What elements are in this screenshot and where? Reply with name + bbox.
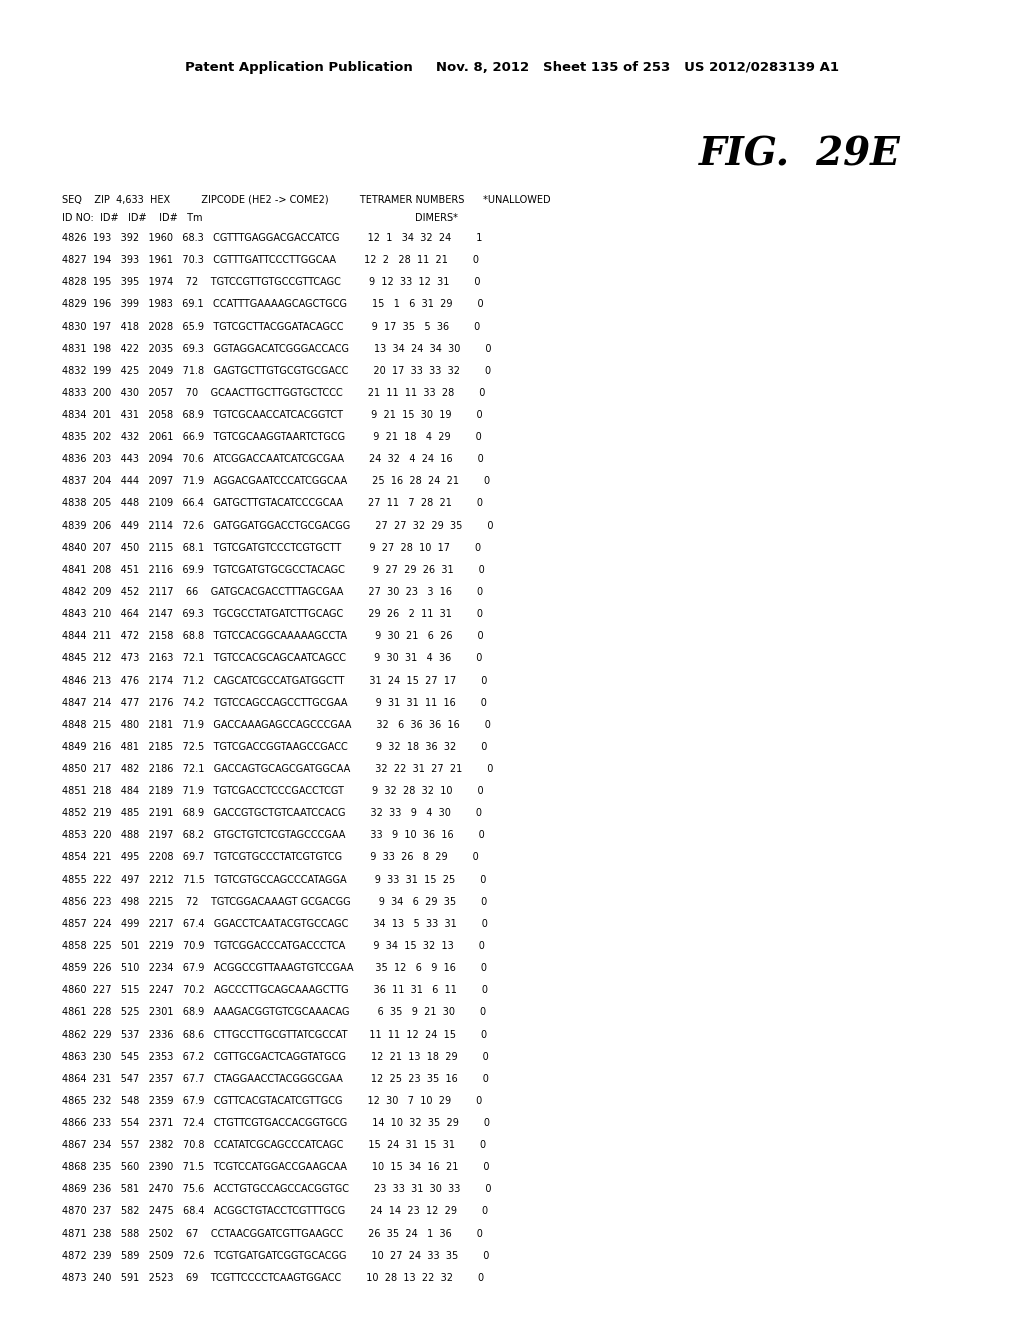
Text: 4831  198   422   2035   69.3   GGTAGGACATCGGGACCACG        13  34  24  34  30  : 4831 198 422 2035 69.3 GGTAGGACATCGGGACC… <box>62 343 492 354</box>
Text: 4848  215   480   2181   71.9   GACCAAAGAGCCAGCCCGAA        32   6  36  36  16  : 4848 215 480 2181 71.9 GACCAAAGAGCCAGCCC… <box>62 719 490 730</box>
Text: 4863  230   545   2353   67.2   CGTTGCGACTCAGGTATGCG        12  21  13  18  29  : 4863 230 545 2353 67.2 CGTTGCGACTCAGGTAT… <box>62 1052 488 1061</box>
Text: 4832  199   425   2049   71.8   GAGTGCTTGTGCGTGCGACC        20  17  33  33  32  : 4832 199 425 2049 71.8 GAGTGCTTGTGCGTGCG… <box>62 366 492 376</box>
Text: 4866  233   554   2371   72.4   CTGTTCGTGACCACGGTGCG        14  10  32  35  29  : 4866 233 554 2371 72.4 CTGTTCGTGACCACGGT… <box>62 1118 490 1129</box>
Text: 4843  210   464   2147   69.3   TGCGCCTATGATCTTGCAGC        29  26   2  11  31  : 4843 210 464 2147 69.3 TGCGCCTATGATCTTGC… <box>62 609 483 619</box>
Text: 4829  196   399   1983   69.1   CCATTTGAAAAGCAGCTGCG        15   1   6  31  29  : 4829 196 399 1983 69.1 CCATTTGAAAAGCAGCT… <box>62 300 483 309</box>
Text: 4864  231   547   2357   67.7   CTAGGAACCTACGGGCGAA         12  25  23  35  16  : 4864 231 547 2357 67.7 CTAGGAACCTACGGGCG… <box>62 1073 488 1084</box>
Text: 4839  206   449   2114   72.6   GATGGATGGACCTGCGACGG        27  27  32  29  35  : 4839 206 449 2114 72.6 GATGGATGGACCTGCGA… <box>62 520 494 531</box>
Text: SEQ    ZIP  4,633  HEX          ZIPCODE (HE2 -> COME2)          TETRAMER NUMBERS: SEQ ZIP 4,633 HEX ZIPCODE (HE2 -> COME2)… <box>62 195 551 205</box>
Text: 4836  203   443   2094   70.6   ATCGGACCAATCATCGCGAA        24  32   4  24  16  : 4836 203 443 2094 70.6 ATCGGACCAATCATCGC… <box>62 454 483 465</box>
Text: 4834  201   431   2058   68.9   TGTCGCAACCATCACGGTCT         9  21  15  30  19  : 4834 201 431 2058 68.9 TGTCGCAACCATCACGG… <box>62 411 482 420</box>
Text: 4852  219   485   2191   68.9   GACCGTGCTGTCAATCCACG        32  33   9   4  30  : 4852 219 485 2191 68.9 GACCGTGCTGTCAATCC… <box>62 808 482 818</box>
Text: 4847  214   477   2176   74.2   TGTCCAGCCAGCCTTGCGAA         9  31  31  11  16  : 4847 214 477 2176 74.2 TGTCCAGCCAGCCTTGC… <box>62 698 486 708</box>
Text: 4837  204   444   2097   71.9   AGGACGAATCCCATCGGCAA        25  16  28  24  21  : 4837 204 444 2097 71.9 AGGACGAATCCCATCGG… <box>62 477 490 486</box>
Text: 4856  223   498   2215    72    TGTCGGACAAAGT GCGACGG         9  34   6  29  35 : 4856 223 498 2215 72 TGTCGGACAAAGT GCGAC… <box>62 896 487 907</box>
Text: 4858  225   501   2219   70.9   TGTCGGACCCATGACCCTCA         9  34  15  32  13  : 4858 225 501 2219 70.9 TGTCGGACCCATGACCC… <box>62 941 485 950</box>
Text: 4828  195   395   1974    72    TGTCCGTTGTGCCGTTCAGC         9  12  33  12  31  : 4828 195 395 1974 72 TGTCCGTTGTGCCGTTCAG… <box>62 277 480 288</box>
Text: 4830  197   418   2028   65.9   TGTCGCTTACGGATACAGCC         9  17  35   5  36  : 4830 197 418 2028 65.9 TGTCGCTTACGGATACA… <box>62 322 480 331</box>
Text: 4849  216   481   2185   72.5   TGTCGACCGGTAAGCCGACC         9  32  18  36  32  : 4849 216 481 2185 72.5 TGTCGACCGGTAAGCCG… <box>62 742 487 752</box>
Text: 4867  234   557   2382   70.8   CCATATCGCAGCCCATCAGC        15  24  31  15  31  : 4867 234 557 2382 70.8 CCATATCGCAGCCCATC… <box>62 1140 486 1150</box>
Text: 4859  226   510   2234   67.9   ACGGCCGTTAAАGTGTCCGAA       35  12   6   9  16  : 4859 226 510 2234 67.9 ACGGCCGTTAAАGTGTC… <box>62 964 487 973</box>
Text: 4840  207   450   2115   68.1   TGTCGATGTCCCTCGTGCTT         9  27  28  10  17  : 4840 207 450 2115 68.1 TGTCGATGTCCCTCGTG… <box>62 543 481 553</box>
Text: 4827  194   393   1961   70.3   CGTTTGATTCCCTTGGCAA         12  2   28  11  21  : 4827 194 393 1961 70.3 CGTTTGATTCCCTTGGC… <box>62 255 479 265</box>
Text: 4846  213   476   2174   71.2   CAGCATCGCCATGATGGCTT        31  24  15  27  17  : 4846 213 476 2174 71.2 CAGCATCGCCATGATGG… <box>62 676 487 685</box>
Text: FIG.  29E: FIG. 29E <box>699 136 901 174</box>
Text: 4833  200   430   2057    70    GCAACTTGCTTGGTGCTCCC        21  11  11  33  28  : 4833 200 430 2057 70 GCAACTTGCTTGGTGCTCC… <box>62 388 485 397</box>
Text: 4838  205   448   2109   66.4   GATGCTTGTACATCCCGCAA        27  11   7  28  21  : 4838 205 448 2109 66.4 GATGCTTGTACATCCCG… <box>62 499 483 508</box>
Text: 4850  217   482   2186   72.1   GACCAGTGCAGCGATGGCAA        32  22  31  27  21  : 4850 217 482 2186 72.1 GACCAGTGCAGCGATGG… <box>62 764 494 774</box>
Text: 4862  229   537   2336   68.6   CTTGCCTTGCGTTATCGCCAT       11  11  12  24  15  : 4862 229 537 2336 68.6 CTTGCCTTGCGTTATCG… <box>62 1030 487 1040</box>
Text: 4853  220   488   2197   68.2   GTGCTGTCTCGTAGCCCGAA        33   9  10  36  16  : 4853 220 488 2197 68.2 GTGCTGTCTCGTAGCCC… <box>62 830 484 841</box>
Text: 4835  202   432   2061   66.9   TGTCGCAAGGTAARTCTGCG         9  21  18   4  29  : 4835 202 432 2061 66.9 TGTCGCAAGGTAARTCT… <box>62 432 481 442</box>
Text: 4841  208   451   2116   69.9   TGTCGATGTGCGCCTACAGC         9  27  29  26  31  : 4841 208 451 2116 69.9 TGTCGATGTGCGCCTAC… <box>62 565 484 576</box>
Text: 4872  239   589   2509   72.6   TCGTGATGATCGGTGCACGG        10  27  24  33  35  : 4872 239 589 2509 72.6 TCGTGATGATCGGTGCA… <box>62 1251 489 1261</box>
Text: 4865  232   548   2359   67.9   CGTTCACGTACATCGTTGCG        12  30   7  10  29  : 4865 232 548 2359 67.9 CGTTCACGTACATCGTT… <box>62 1096 482 1106</box>
Text: 4861  228   525   2301   68.9   AAAGACGGTGTCGCAAACAG         6  35   9  21  30  : 4861 228 525 2301 68.9 AAAGACGGTGTCGCAAA… <box>62 1007 486 1018</box>
Text: 4854  221   495   2208   69.7   TGTCGTGCCCTATCGTGTCG         9  33  26   8  29  : 4854 221 495 2208 69.7 TGTCGTGCCCTATCGTG… <box>62 853 479 862</box>
Text: 4857  224   499   2217   67.4   GGACCTCAAТАСGTGCCAGC        34  13   5  33  31  : 4857 224 499 2217 67.4 GGACCTCAAТАСGTGCC… <box>62 919 487 929</box>
Text: 4826  193   392   1960   68.3   CGTTTGAGGACGACCATCG         12  1   34  32  24  : 4826 193 392 1960 68.3 CGTTTGAGGACGACCAT… <box>62 234 482 243</box>
Text: Patent Application Publication     Nov. 8, 2012   Sheet 135 of 253   US 2012/028: Patent Application Publication Nov. 8, 2… <box>185 62 839 74</box>
Text: 4842  209   452   2117    66    GATGCACGACCTTTAGCGAA        27  30  23   3  16  : 4842 209 452 2117 66 GATGCACGACCTTTAGCGA… <box>62 587 483 597</box>
Text: 4851  218   484   2189   71.9   TGTCGACCTCCCGACCTCGT         9  32  28  32  10  : 4851 218 484 2189 71.9 TGTCGACCTCCCGACCT… <box>62 787 483 796</box>
Text: 4869  236   581   2470   75.6   ACCTGTGCCAGCCACGGTGC        23  33  31  30  33  : 4869 236 581 2470 75.6 ACCTGTGCCAGCCACGG… <box>62 1184 492 1195</box>
Text: 4871  238   588   2502    67    CCTAACGGATCGTTGAAGCC        26  35  24   1  36  : 4871 238 588 2502 67 CCTAACGGATCGTTGAAGC… <box>62 1229 483 1238</box>
Text: ID NO:  ID#   ID#    ID#   Tm                                                   : ID NO: ID# ID# ID# Tm <box>62 213 458 223</box>
Text: 4860  227   515   2247   70.2   AGCCCTTGCAGCAAAGCTTG        36  11  31   6  11  : 4860 227 515 2247 70.2 AGCCCTTGCAGCAAAGC… <box>62 985 488 995</box>
Text: 4868  235   560   2390   71.5   TCGTCCATGGACCGAAGCAA        10  15  34  16  21  : 4868 235 560 2390 71.5 TCGTCCATGGACCGAAG… <box>62 1162 489 1172</box>
Text: 4855  222   497   2212   71.5   TGTCGTGCCAGCCCATAGGА         9  33  31  15  25  : 4855 222 497 2212 71.5 TGTCGTGCCAGCCCATA… <box>62 875 486 884</box>
Text: 4873  240   591   2523    69    TCGTTCCCCTCAAGTGGACC        10  28  13  22  32  : 4873 240 591 2523 69 TCGTTCCCCTCAAGTGGAC… <box>62 1272 484 1283</box>
Text: 4844  211   472   2158   68.8   TGTCCACGGCAAAAAGCCTA         9  30  21   6  26  : 4844 211 472 2158 68.8 TGTCCACGGCAAAAAGC… <box>62 631 483 642</box>
Text: 4870  237   582   2475   68.4   ACGGCTGTACCTCGTTTGCG        24  14  23  12  29  : 4870 237 582 2475 68.4 ACGGCTGTACCTCGTTT… <box>62 1206 488 1217</box>
Text: 4845  212   473   2163   72.1   TGTCCACGCAGCAATCAGCC         9  30  31   4  36  : 4845 212 473 2163 72.1 TGTCCACGCAGCAATCA… <box>62 653 482 664</box>
